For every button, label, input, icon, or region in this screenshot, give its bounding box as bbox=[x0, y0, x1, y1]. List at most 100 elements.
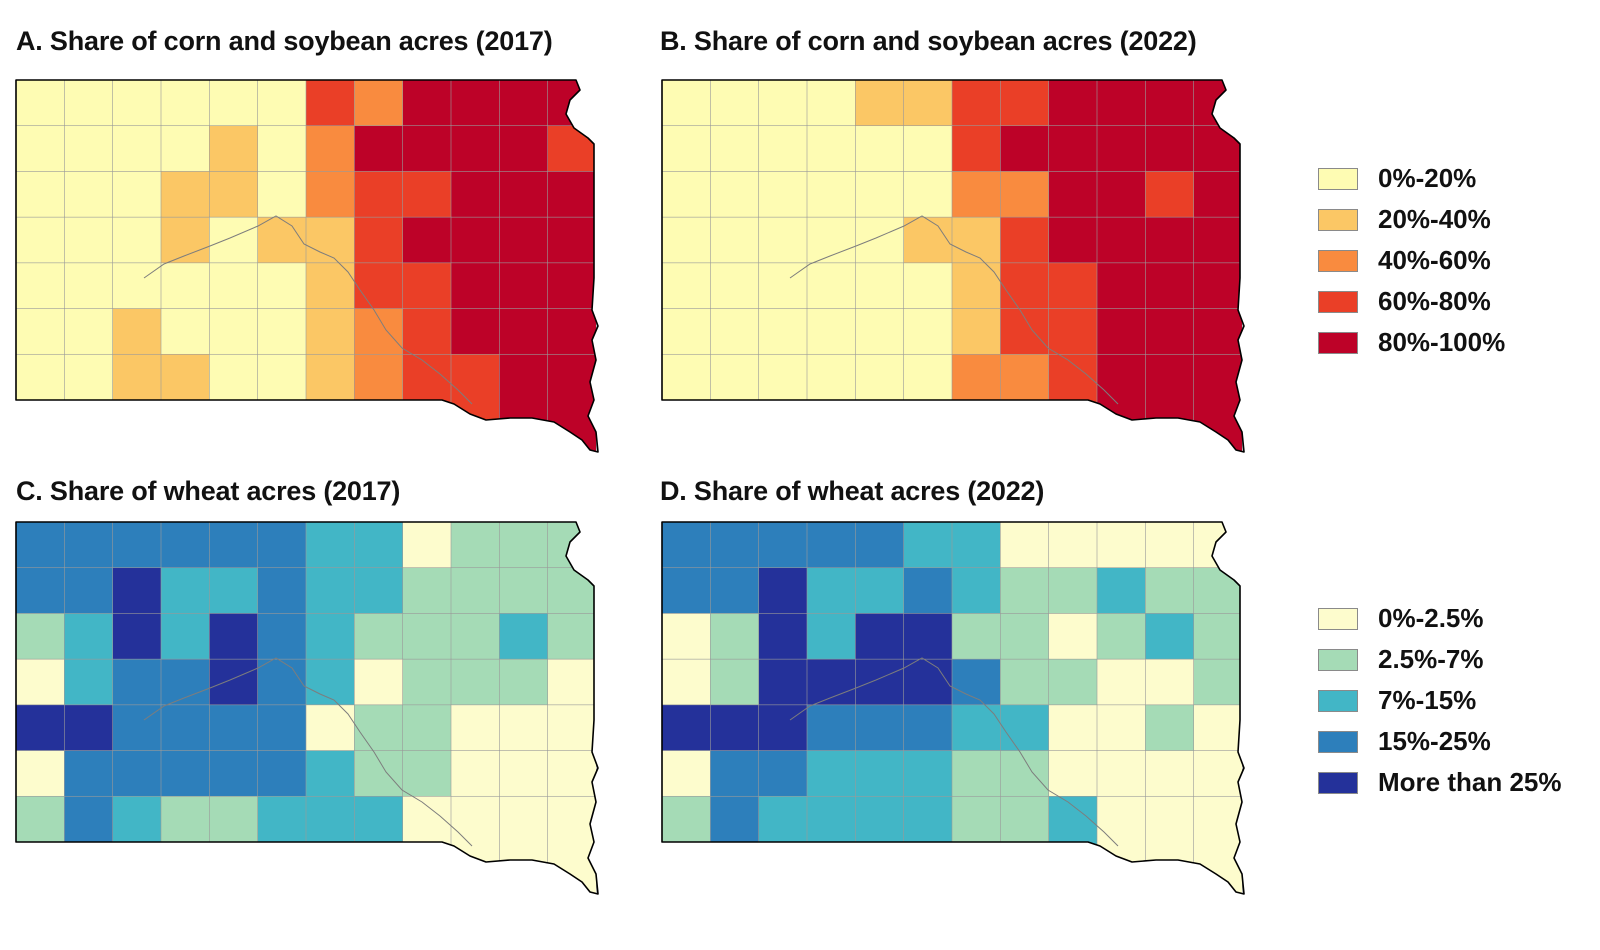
county-cell bbox=[806, 308, 856, 355]
county-cell bbox=[257, 613, 307, 660]
county-cell bbox=[1000, 308, 1050, 355]
county-cell bbox=[305, 353, 355, 452]
county-grid bbox=[16, 522, 597, 894]
county-cell bbox=[855, 80, 905, 127]
county-cell bbox=[402, 171, 452, 218]
county-cell bbox=[951, 567, 1001, 615]
county-cell bbox=[160, 216, 210, 264]
county-cell bbox=[1048, 171, 1098, 218]
county-cell bbox=[1096, 658, 1146, 706]
county-cell bbox=[305, 262, 355, 310]
missouri-river bbox=[143, 657, 473, 847]
county-cell bbox=[64, 795, 114, 894]
county-cell bbox=[450, 262, 500, 310]
county-cell bbox=[160, 171, 210, 218]
county-cell bbox=[354, 567, 404, 615]
county-cell bbox=[64, 216, 114, 264]
legend-label: 7%-15% bbox=[1378, 685, 1477, 715]
legend-label: 80%-100% bbox=[1378, 327, 1506, 357]
county-cell bbox=[547, 80, 597, 127]
county-cell bbox=[402, 125, 452, 173]
panel-b-map bbox=[660, 78, 1246, 458]
county-cell bbox=[1193, 567, 1243, 615]
county-cell bbox=[450, 308, 500, 355]
county-cell bbox=[662, 171, 711, 218]
county-cell bbox=[1193, 750, 1243, 797]
county-cell bbox=[1193, 262, 1243, 310]
county-cell bbox=[662, 262, 711, 310]
county-cell bbox=[662, 216, 711, 264]
county-cell bbox=[951, 308, 1001, 355]
county-cell bbox=[64, 353, 114, 452]
county-cell bbox=[951, 658, 1001, 706]
legend-label: 15%-25% bbox=[1378, 726, 1491, 756]
county-cell bbox=[951, 125, 1001, 173]
county-cell bbox=[1145, 795, 1195, 894]
county-cell bbox=[354, 262, 404, 310]
county-cell bbox=[1000, 658, 1050, 706]
county-cell bbox=[305, 216, 355, 264]
county-cell bbox=[547, 125, 597, 173]
panel-a-map bbox=[14, 78, 600, 458]
county-cell bbox=[1193, 216, 1243, 264]
county-cell bbox=[1193, 658, 1243, 706]
county-cell bbox=[354, 795, 404, 894]
county-cell bbox=[499, 795, 549, 894]
county-cell bbox=[305, 567, 355, 615]
county-cell bbox=[547, 216, 597, 264]
county-cell bbox=[855, 522, 905, 569]
county-cell bbox=[112, 613, 162, 660]
county-cell bbox=[112, 704, 162, 752]
county-cell bbox=[758, 171, 808, 218]
county-cell bbox=[112, 750, 162, 797]
county-cell bbox=[806, 522, 856, 569]
county-cell bbox=[855, 216, 905, 264]
county-cell bbox=[16, 795, 65, 894]
legend-label: 40%-60% bbox=[1378, 245, 1491, 275]
county-cell bbox=[16, 658, 65, 706]
county-cell bbox=[160, 80, 210, 127]
county-cell bbox=[257, 80, 307, 127]
county-cell bbox=[354, 216, 404, 264]
county-cell bbox=[855, 567, 905, 615]
county-cell bbox=[855, 262, 905, 310]
county-cell bbox=[903, 216, 953, 264]
county-cell bbox=[160, 704, 210, 752]
county-cell bbox=[112, 171, 162, 218]
county-cell bbox=[16, 262, 65, 310]
panel-d-title: D. Share of wheat acres (2022) bbox=[660, 476, 1045, 506]
county-cell bbox=[710, 704, 760, 752]
county-grid bbox=[16, 80, 597, 452]
county-cell bbox=[758, 658, 808, 706]
county-cell bbox=[1145, 125, 1195, 173]
county-cell bbox=[64, 613, 114, 660]
county-cell bbox=[951, 613, 1001, 660]
county-cell bbox=[547, 704, 597, 752]
county-cell bbox=[547, 613, 597, 660]
county-cell bbox=[1145, 80, 1195, 127]
county-cell bbox=[402, 567, 452, 615]
county-cell bbox=[547, 658, 597, 706]
county-cell bbox=[903, 308, 953, 355]
county-cell bbox=[64, 125, 114, 173]
county-cell bbox=[1048, 704, 1098, 752]
missouri-river bbox=[789, 657, 1119, 847]
county-cell bbox=[951, 750, 1001, 797]
county-cell bbox=[903, 125, 953, 173]
panel-b-title: B. Share of corn and soybean acres (2022… bbox=[660, 26, 1197, 56]
county-cell bbox=[855, 750, 905, 797]
legend-item: 0%-20% bbox=[1318, 158, 1505, 199]
county-cell bbox=[402, 658, 452, 706]
county-cell bbox=[1000, 216, 1050, 264]
panel-c-map bbox=[14, 520, 600, 900]
county-cell bbox=[903, 353, 953, 452]
county-cell bbox=[1048, 80, 1098, 127]
county-cell bbox=[662, 567, 711, 615]
state-outline bbox=[15, 79, 599, 453]
county-cell bbox=[257, 795, 307, 894]
legend-item: 15%-25% bbox=[1318, 721, 1562, 762]
county-cell bbox=[16, 353, 65, 452]
county-cell bbox=[951, 795, 1001, 894]
county-cell bbox=[758, 353, 808, 452]
county-cell bbox=[354, 171, 404, 218]
